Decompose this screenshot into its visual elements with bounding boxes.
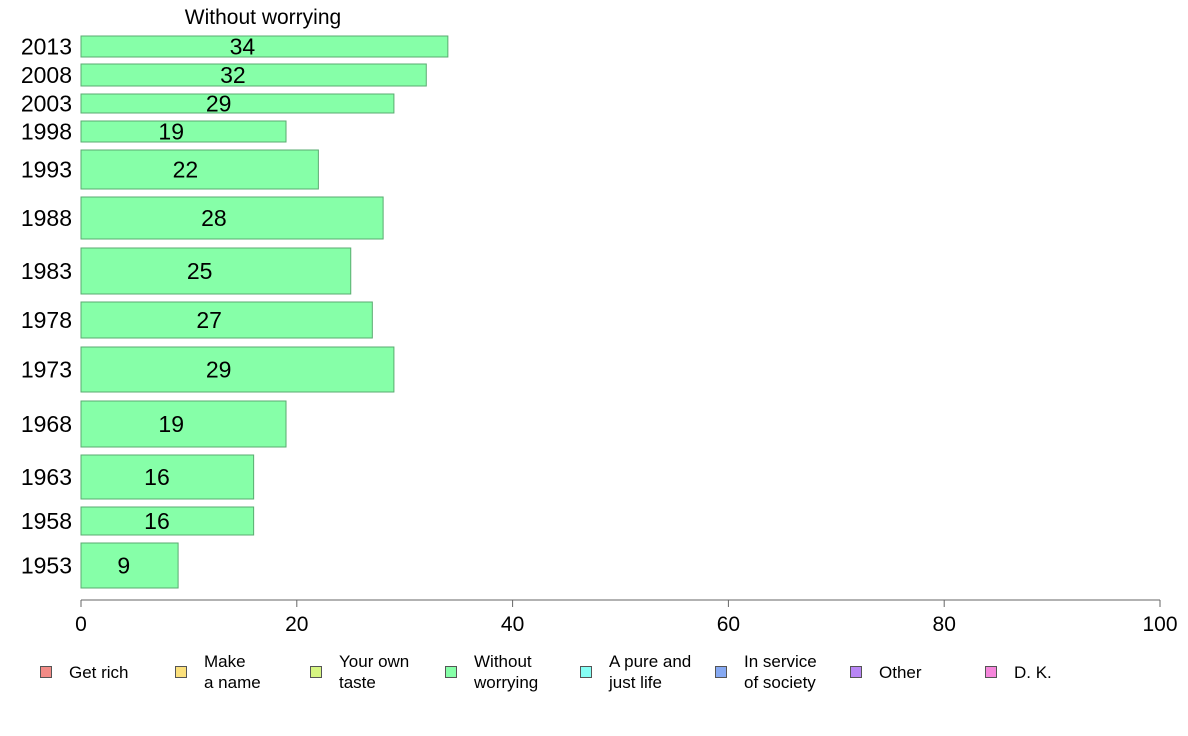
- bar: [80, 149, 319, 190]
- legend-label: A pure and just life: [609, 652, 692, 692]
- bar: [80, 120, 287, 143]
- legend-item: D. K.: [985, 648, 1052, 696]
- legend-item: In service of society: [715, 648, 817, 696]
- category-label: 1988: [21, 205, 72, 231]
- legend-label: Your own taste: [339, 652, 410, 692]
- legend-item: Get rich: [40, 648, 129, 696]
- legend-item: Your own taste: [310, 648, 409, 696]
- legend-label: Get rich: [69, 662, 129, 682]
- x-tick-label: 40: [501, 613, 524, 636]
- legend-label: Other: [879, 662, 922, 682]
- legend-item: Without worrying: [445, 648, 538, 696]
- category-label: 2003: [21, 91, 72, 117]
- bar: [80, 63, 427, 87]
- category-label: 1993: [21, 157, 72, 183]
- bar: [80, 346, 395, 393]
- category-label: 1963: [21, 464, 72, 490]
- x-tick-label: 60: [717, 613, 740, 636]
- legend-swatch: [175, 666, 187, 678]
- category-label: 1968: [21, 411, 72, 437]
- bar: [80, 506, 255, 536]
- data-label: 22: [173, 157, 199, 183]
- data-label: 9: [117, 553, 130, 579]
- data-label: 19: [158, 119, 184, 145]
- bar: [80, 542, 179, 589]
- legend-swatch: [40, 666, 52, 678]
- data-label: 32: [220, 62, 246, 88]
- data-label: 29: [206, 357, 232, 383]
- legend-label: Without worrying: [474, 652, 539, 692]
- bar: [80, 196, 384, 240]
- x-tick-label: 80: [933, 613, 956, 636]
- legend-item: Other: [850, 648, 922, 696]
- data-label: 29: [206, 91, 232, 117]
- data-label: 25: [187, 258, 213, 284]
- category-label: 1978: [21, 307, 72, 333]
- data-label: 16: [144, 464, 170, 490]
- chart-title: Without worrying: [184, 6, 342, 29]
- x-tick-label: 100: [1142, 613, 1177, 636]
- legend-swatch: [580, 666, 592, 678]
- data-label: 16: [144, 508, 170, 534]
- bar: [80, 247, 352, 295]
- data-label: 19: [158, 411, 184, 437]
- category-label: 1983: [21, 258, 72, 284]
- category-label: 1958: [21, 508, 72, 534]
- bar: [80, 454, 255, 500]
- data-label: 28: [201, 205, 227, 231]
- legend-swatch: [850, 666, 862, 678]
- data-label: 27: [196, 307, 222, 333]
- category-label: 1953: [21, 553, 72, 579]
- legend-item: A pure and just life: [580, 648, 691, 696]
- category-label: 1973: [21, 357, 72, 383]
- legend-label: Make a name: [204, 652, 261, 692]
- category-label: 1998: [21, 119, 72, 145]
- legend-swatch: [445, 666, 457, 678]
- bar: [80, 35, 449, 58]
- category-label: 2013: [21, 34, 72, 60]
- legend-swatch: [715, 666, 727, 678]
- data-label: 34: [230, 34, 256, 60]
- bar: [80, 93, 395, 114]
- x-tick-label: 0: [75, 613, 87, 636]
- plot-area: 34 2013 32 2008 29 2003 19 1998 22 1993 28 1988 25 19…: [21, 34, 1178, 637]
- bar: [80, 400, 287, 448]
- legend-item: Make a name: [175, 648, 261, 696]
- category-label: 2008: [21, 62, 72, 88]
- bar: [80, 301, 373, 339]
- x-tick-label: 20: [285, 613, 308, 636]
- legend: Get rich Make a name Your own taste Without…: [0, 648, 1188, 698]
- legend-swatch: [985, 666, 997, 678]
- legend-label: D. K.: [1014, 662, 1052, 682]
- legend-swatch: [310, 666, 322, 678]
- legend-label: In service of society: [744, 652, 817, 692]
